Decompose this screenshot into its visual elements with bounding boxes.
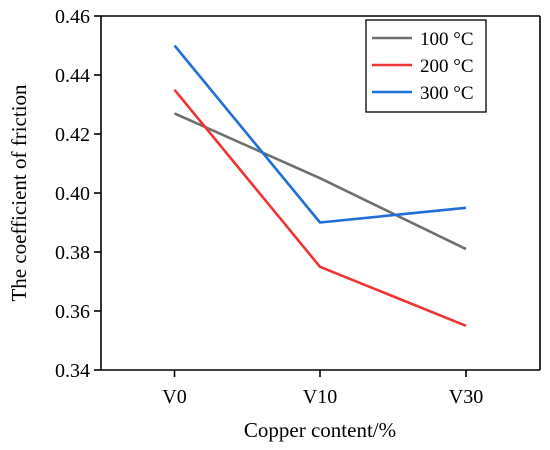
- y-axis-ticks: 0.34 0.36 0.38 0.40 0.42 0.44 0.46: [55, 6, 101, 382]
- y-tick-label: 0.40: [55, 183, 90, 205]
- x-tick-label: V0: [162, 386, 186, 408]
- legend-label-2: 200 °C: [420, 56, 474, 77]
- legend-label-3: 300 °C: [420, 83, 474, 104]
- y-tick-label: 0.38: [55, 242, 90, 264]
- y-tick-label: 0.34: [55, 360, 90, 382]
- x-axis-ticks: V0 V10 V30: [162, 370, 483, 408]
- y-tick-label: 0.36: [55, 301, 90, 323]
- legend: 100 °C 200 °C 300 °C: [365, 19, 487, 113]
- y-axis-title: The coefficient of friction: [7, 84, 31, 302]
- y-tick-label: 0.44: [55, 65, 90, 87]
- series-line-3: [173, 44, 467, 224]
- y-tick-label: 0.46: [55, 6, 90, 28]
- x-axis-title: Copper content/%: [244, 418, 396, 442]
- x-tick-label: V30: [449, 386, 483, 408]
- legend-label-1: 100 °C: [420, 29, 474, 50]
- series-line-2: [173, 88, 467, 328]
- y-tick-label: 0.42: [55, 124, 90, 146]
- series-lines: [173, 44, 467, 328]
- x-tick-label: V10: [303, 386, 337, 408]
- series-line-1: [173, 112, 467, 251]
